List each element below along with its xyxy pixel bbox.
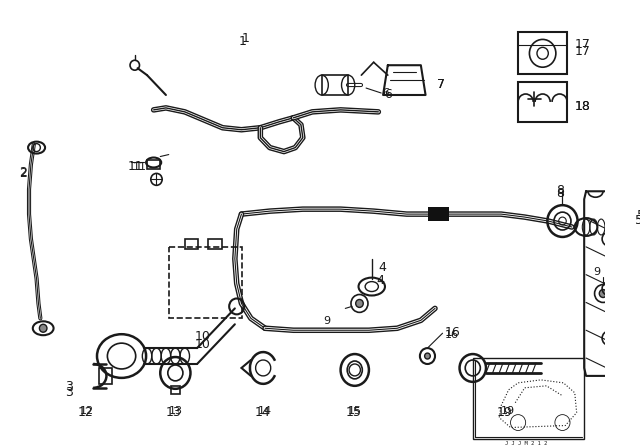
Text: 19: 19	[497, 406, 512, 419]
Bar	[518, 82, 567, 122]
Text: 11: 11	[128, 159, 144, 172]
Text: 1: 1	[241, 32, 250, 45]
Text: 13: 13	[169, 406, 183, 416]
Text: 7: 7	[437, 78, 445, 91]
Text: 5: 5	[635, 214, 640, 227]
Circle shape	[424, 353, 430, 359]
Text: 16: 16	[444, 326, 460, 339]
Text: 12: 12	[78, 406, 94, 419]
Text: 15: 15	[348, 406, 362, 416]
Circle shape	[356, 299, 364, 307]
Text: 18: 18	[575, 100, 591, 113]
Text: 15: 15	[346, 406, 361, 419]
Text: 12: 12	[80, 406, 94, 416]
Text: 2: 2	[20, 167, 28, 180]
Bar	[171, 386, 180, 394]
Text: 5: 5	[637, 209, 640, 222]
Text: 8: 8	[556, 187, 564, 200]
Text: 9: 9	[324, 316, 331, 326]
Circle shape	[599, 289, 607, 297]
Bar	[518, 32, 567, 74]
Circle shape	[40, 324, 47, 332]
Text: J J J M 2 1 2: J J J M 2 1 2	[504, 441, 547, 446]
Text: 6: 6	[382, 88, 389, 98]
Text: 14: 14	[255, 406, 271, 419]
Bar	[428, 207, 449, 221]
Text: 3: 3	[65, 380, 73, 393]
Bar	[185, 239, 198, 249]
Text: 1: 1	[239, 35, 246, 48]
Text: 14: 14	[257, 406, 271, 416]
Text: 13: 13	[166, 406, 182, 419]
Text: 8: 8	[556, 184, 564, 197]
Text: 10: 10	[195, 338, 210, 351]
Bar	[473, 358, 584, 439]
Text: 10: 10	[195, 330, 210, 343]
Text: 6: 6	[384, 88, 392, 101]
Text: 7: 7	[437, 78, 445, 91]
Text: 17: 17	[575, 39, 591, 52]
Bar	[147, 159, 160, 169]
Bar	[169, 247, 243, 319]
Text: 16: 16	[444, 330, 458, 340]
Text: 2: 2	[20, 168, 28, 181]
Text: 4: 4	[378, 261, 386, 274]
Bar	[99, 368, 112, 384]
Text: 4: 4	[376, 274, 385, 287]
Text: 19: 19	[501, 406, 515, 416]
Bar	[322, 75, 348, 95]
Text: 18: 18	[575, 100, 591, 113]
Text: 17: 17	[575, 45, 591, 58]
Text: 11: 11	[133, 163, 147, 172]
Bar	[209, 239, 221, 249]
Text: 3: 3	[65, 386, 73, 399]
Text: 9: 9	[594, 267, 601, 277]
